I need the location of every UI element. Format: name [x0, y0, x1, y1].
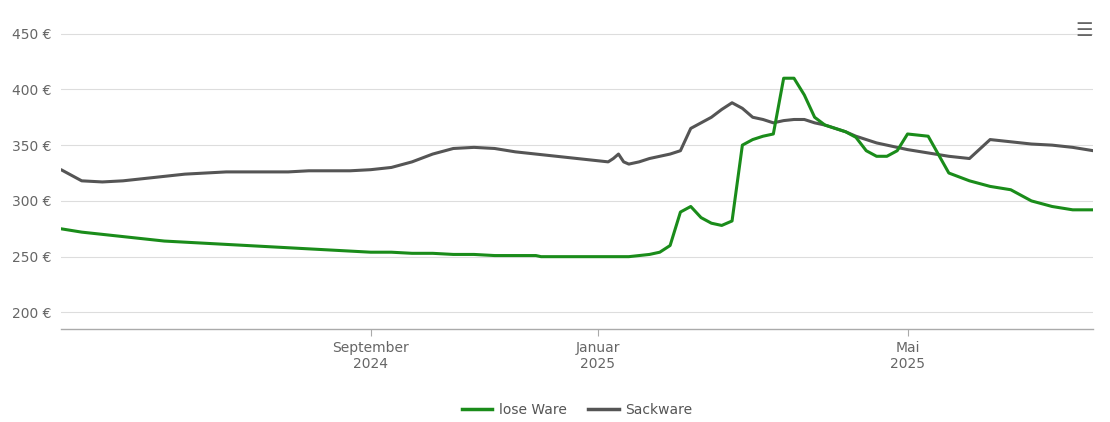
- Sackware: [839, 129, 852, 134]
- Sackware: [1087, 148, 1100, 153]
- Line: Sackware: Sackware: [61, 103, 1093, 182]
- lose Ware: [576, 254, 589, 259]
- lose Ware: [798, 92, 811, 97]
- Line: lose Ware: lose Ware: [61, 78, 1093, 257]
- lose Ware: [777, 76, 790, 81]
- Sackware: [622, 162, 635, 167]
- Sackware: [95, 179, 109, 184]
- lose Ware: [1087, 207, 1100, 212]
- Legend: lose Ware, Sackware: lose Ware, Sackware: [456, 397, 698, 422]
- Sackware: [54, 167, 68, 172]
- Sackware: [179, 172, 192, 177]
- lose Ware: [534, 254, 547, 259]
- lose Ware: [488, 253, 502, 258]
- lose Ware: [54, 226, 68, 231]
- Sackware: [607, 156, 620, 161]
- lose Ware: [446, 252, 460, 257]
- lose Ware: [664, 243, 677, 248]
- Sackware: [1005, 139, 1018, 144]
- Sackware: [240, 169, 253, 174]
- Text: ☰: ☰: [1076, 21, 1093, 40]
- Sackware: [726, 100, 739, 105]
- lose Ware: [571, 254, 584, 259]
